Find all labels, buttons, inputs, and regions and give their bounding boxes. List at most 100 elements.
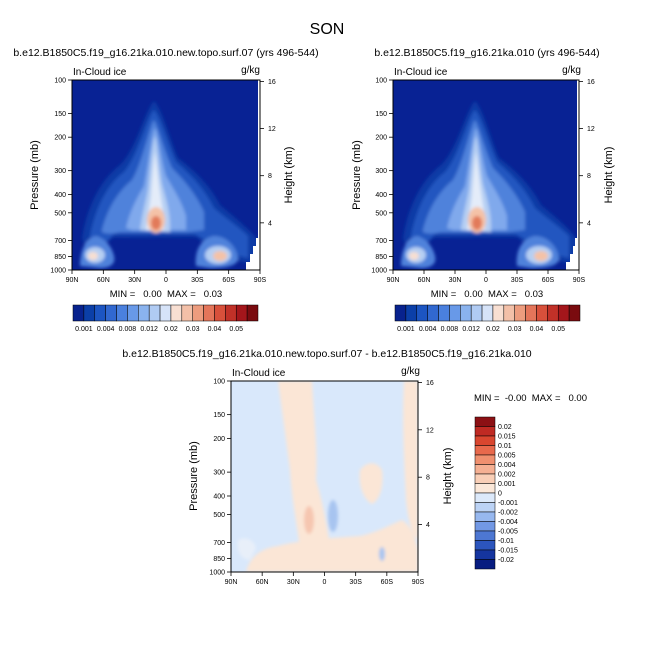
colorbar-1: 0.001 0.004 0.008 0.012 0.02 0.03 0.04 0.05: [72, 304, 259, 333]
colorbar-swatch: [94, 304, 106, 322]
colorbar-diff-label: 0.001: [498, 481, 516, 488]
panel-2-pressure-tick-label: 400: [375, 192, 387, 199]
panel-3-units-label: g/kg: [401, 366, 420, 377]
panel-2: b.e12.B1850C5.f19_g16.21ka.010 (yrs 496-…: [351, 47, 615, 333]
colorbar-swatch: [127, 304, 139, 322]
panel-3-field-regions: [237, 381, 418, 572]
colorbar-diff-swatch: [474, 416, 496, 427]
panel-3-region-negative-anomaly-south: [379, 547, 385, 561]
colorbar-diff: 0.02 0.015 0.01 0.005 0.004 0.002 0.001 0 -0.001…: [474, 416, 518, 570]
panel-2-height-tick-label: 16: [587, 79, 595, 86]
panel-1-height-tick-label: 12: [268, 126, 276, 133]
panel-3-region-lower-positive: [246, 520, 418, 572]
panel-2-min-max: MIN = 0.00 MAX = 0.03: [431, 289, 543, 300]
panel-1-height-tick-label: 8: [268, 173, 272, 180]
colorbar-swatch: [72, 304, 85, 322]
panel-3-pressure-tick-label: 150: [213, 412, 225, 419]
panel-2-pressure-tick-label: 1000: [371, 268, 387, 275]
panel-1-north-storm-peak: [88, 252, 98, 260]
colorbar-diff-label: -0.01: [498, 538, 514, 545]
panel-3-plot: [231, 381, 418, 572]
panel-2-lat-tick-label: 30S: [511, 277, 524, 284]
panel-1-ylabel-right: Height (km): [283, 147, 295, 204]
panel-1-pressure-tick-label: 200: [54, 135, 66, 142]
panel-1-south-storm-peak: [213, 251, 227, 261]
panel-2-units-label: g/kg: [562, 65, 581, 76]
colorbar-swatch: [470, 304, 483, 322]
panel-3-height-tick-label: 16: [426, 380, 434, 387]
panel-3-ylabel-right: Height (km): [442, 448, 454, 505]
colorbar-label: 0.004: [419, 326, 437, 333]
panel-1-lat-tick-label: 30S: [191, 277, 204, 284]
colorbar-diff-label: 0.004: [498, 462, 516, 469]
panel-1-core-hot: [151, 216, 161, 230]
panel-1-height-tick-label: 16: [268, 79, 276, 86]
panel-3-pressure-tick-label: 400: [213, 493, 225, 500]
panel-1-pressure-tick-label: 500: [54, 210, 66, 217]
panel-2-pressure-tick-label: 850: [375, 254, 387, 261]
colorbar-swatch: [449, 304, 461, 322]
panel-3-lat-tick-label: 0: [323, 579, 327, 586]
colorbar-diff-swatch: [474, 492, 496, 503]
panel-1-pressure-tick-label: 400: [54, 192, 66, 199]
colorbar-swatch: [170, 304, 183, 322]
panel-1-lat-tick-label: 90N: [66, 277, 79, 284]
colorbar-diff-swatch: [474, 445, 496, 456]
colorbar-diff-label: -0.004: [498, 519, 518, 526]
panel-1-topography-mask: [246, 80, 260, 270]
panel-2-title: b.e12.B1850C5.f19_g16.21ka.010 (yrs 496-…: [374, 47, 599, 59]
colorbar-diff-swatch: [474, 464, 496, 475]
panel-3-height-tick-label: 4: [426, 522, 430, 529]
colorbar-swatch: [438, 304, 450, 322]
colorbar-swatch: [525, 304, 537, 322]
colorbar-label: 0.05: [551, 326, 565, 333]
panel-1-pressure-tick-label: 300: [54, 168, 66, 175]
panel-1-pressure-tick-label: 100: [54, 78, 66, 85]
colorbar-swatch: [481, 304, 494, 322]
colorbar-diff-swatch: [474, 511, 496, 522]
colorbar-diff-label: 0.02: [498, 424, 512, 431]
panel-1-title: b.e12.B1850C5.f19_g16.21ka.010.new.topo.…: [13, 47, 318, 59]
colorbar-diff-swatch: [474, 454, 496, 465]
panel-3-pressure-tick-label: 500: [213, 512, 225, 519]
colorbar-diff-swatch: [474, 426, 496, 437]
panel-3-pressure-tick-label: 300: [213, 470, 225, 477]
panel-1-field-contours: [80, 101, 258, 268]
colorbar-swatch: [246, 304, 259, 322]
colorbar-swatch: [547, 304, 559, 322]
panel-1-lat-tick-label: 30N: [128, 277, 141, 284]
colorbar-label: 0.03: [186, 326, 200, 333]
panel-2-lat-tick-label: 90S: [573, 277, 586, 284]
panel-2-variable-label: In-Cloud ice: [394, 67, 448, 78]
colorbar-diff-swatch: [474, 483, 496, 494]
colorbar-swatch: [568, 304, 581, 322]
panel-2-plot: [393, 80, 579, 270]
panel-3-title: b.e12.B1850C5.f19_g16.21ka.010.new.topo.…: [122, 348, 531, 360]
colorbar-swatch: [138, 304, 150, 322]
panel-3-lat-tick-label: 30N: [287, 579, 300, 586]
panel-3-region-positive-anomaly: [304, 506, 314, 534]
colorbar-swatch: [148, 304, 161, 322]
colorbar-diff-swatch: [474, 549, 496, 560]
colorbar-swatch: [235, 304, 248, 322]
panel-3-region-north-light: [237, 538, 256, 560]
colorbar-diff-swatch: [474, 435, 496, 446]
panel-3-pressure-tick-label: 1000: [209, 570, 225, 577]
panel-2-lat-tick-label: 0: [484, 277, 488, 284]
panel-2-ylabel-right: Height (km): [603, 147, 615, 204]
colorbar-swatch: [394, 304, 407, 322]
colorbar-swatch: [405, 304, 418, 322]
panel-1-pressure-tick-label: 850: [54, 254, 66, 261]
colorbar-diff-swatch: [474, 559, 496, 570]
colorbar-label: 0.02: [164, 326, 178, 333]
panel-2-lat-tick-label: 60N: [418, 277, 431, 284]
panel-1-plot: [72, 80, 260, 270]
panel-2-height-tick-label: 4: [587, 220, 591, 227]
panel-1-lat-tick-label: 90S: [254, 277, 267, 284]
colorbar-label: 0.008: [119, 326, 137, 333]
panel-1-height-tick-label: 4: [268, 220, 272, 227]
panel-3-lat-tick-label: 90S: [412, 579, 425, 586]
panel-3-variable-label: In-Cloud ice: [232, 368, 286, 379]
panel-2-pressure-tick-label: 150: [375, 111, 387, 118]
